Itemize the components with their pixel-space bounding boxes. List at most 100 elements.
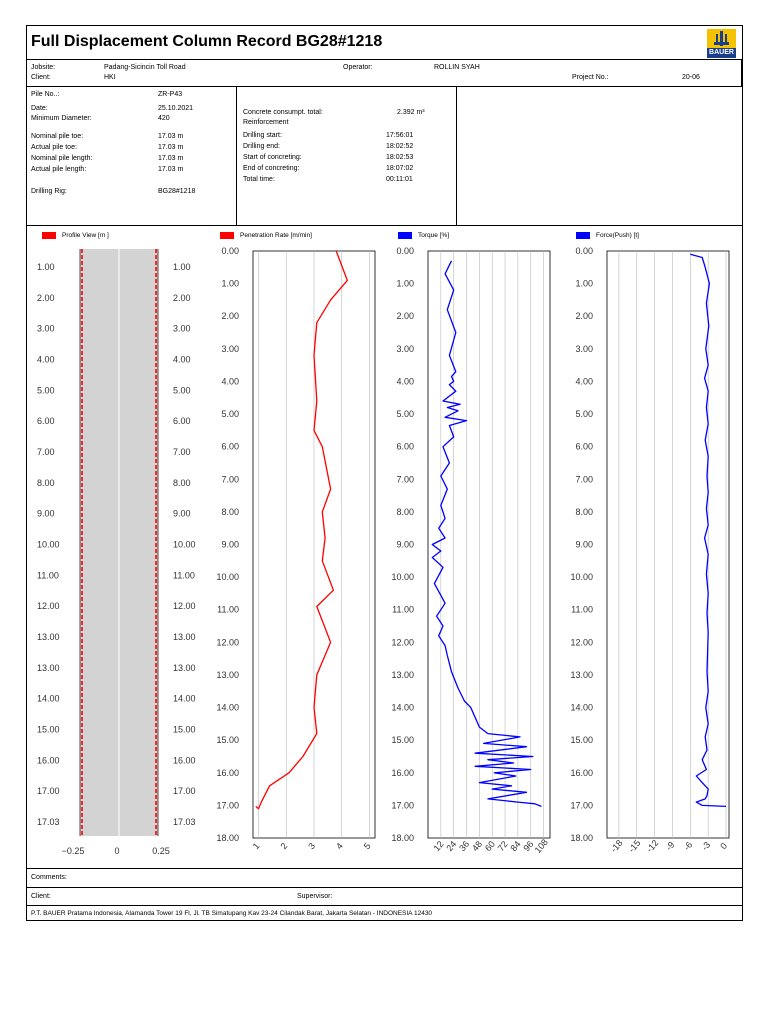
legend-swatch-icon bbox=[220, 232, 234, 239]
divider bbox=[26, 887, 743, 888]
profile-xtick: 0 bbox=[114, 846, 119, 856]
profile-ytick-right: 11.00 bbox=[173, 570, 195, 580]
torque-ytick: 12.00 bbox=[391, 637, 414, 647]
force-ytick: 17.00 bbox=[570, 800, 593, 810]
force-ytick: 3.00 bbox=[575, 344, 593, 354]
divider bbox=[26, 868, 743, 869]
profile-ytick-right: 7.00 bbox=[173, 447, 191, 457]
legend-swatch-icon bbox=[398, 232, 412, 239]
profile-ytick-left: 3.00 bbox=[37, 324, 55, 334]
profile-ytick-right: 17.03 bbox=[173, 817, 196, 827]
divider bbox=[456, 86, 457, 225]
legend-force: Force(Push) [t] bbox=[576, 232, 639, 239]
torque-xtick: 48 bbox=[470, 839, 484, 853]
penetration-xtick: 5 bbox=[362, 841, 373, 851]
force-ytick: 9.00 bbox=[575, 540, 593, 550]
legend-label: Force(Push) [t] bbox=[596, 232, 639, 239]
profile-ytick-left: 12.00 bbox=[37, 601, 60, 611]
torque-ytick: 1.00 bbox=[396, 279, 414, 289]
profile-ytick-left: 17.00 bbox=[37, 786, 60, 796]
profile-xtick: 0.25 bbox=[152, 846, 170, 856]
profile-ytick-left: 7.00 bbox=[37, 447, 55, 457]
concrete-label: Concrete consumpt. total: bbox=[243, 109, 323, 116]
profile-ytick-left: 5.00 bbox=[37, 385, 55, 395]
torque-ytick: 4.00 bbox=[396, 376, 414, 386]
penetration-ytick: 6.00 bbox=[221, 442, 239, 452]
penetration-ytick: 10.00 bbox=[216, 572, 239, 582]
profile-ytick-right: 9.00 bbox=[173, 509, 191, 519]
force-ytick: 12.00 bbox=[570, 637, 593, 647]
force-plot-frame bbox=[606, 250, 730, 839]
torque-ytick: 3.00 bbox=[396, 344, 414, 354]
act-len-value: 17.03 m bbox=[158, 166, 184, 173]
min-dia-label: Minimum Diameter: bbox=[31, 115, 92, 122]
torque-ytick: 6.00 bbox=[396, 442, 414, 452]
profile-ytick-left: 16.00 bbox=[37, 755, 60, 765]
rig-value: BG28#1218 bbox=[158, 188, 196, 195]
force-ytick: 5.00 bbox=[575, 409, 593, 419]
date-label: Date: bbox=[31, 105, 48, 112]
profile-ytick-right: 5.00 bbox=[173, 385, 191, 395]
profile-ytick-right: 2.00 bbox=[173, 293, 191, 303]
force-ytick: 4.00 bbox=[575, 376, 593, 386]
operator-label: Operator: bbox=[343, 64, 373, 71]
profile-ytick-right: 13.00 bbox=[173, 663, 196, 673]
force-ytick: 11.00 bbox=[571, 605, 593, 615]
total-time-label: Total time: bbox=[243, 176, 275, 183]
torque-ytick: 17.00 bbox=[391, 800, 414, 810]
conc-start-value: 18:02:53 bbox=[386, 154, 414, 161]
rig-label: Drilling Rig: bbox=[31, 188, 67, 195]
torque-xtick: 24 bbox=[444, 839, 458, 853]
jobsite-label: Jobsite: bbox=[31, 64, 56, 71]
penetration-ytick: 14.00 bbox=[216, 703, 239, 713]
divider bbox=[236, 86, 237, 225]
penetration-ytick: 0.00 bbox=[221, 246, 239, 256]
force-ytick: 8.00 bbox=[575, 507, 593, 517]
date-value: 25.10.2021 bbox=[158, 105, 194, 112]
penetration-ytick: 3.00 bbox=[221, 344, 239, 354]
torque-ytick: 0.00 bbox=[396, 246, 414, 256]
legend-label: Penetration Rate [m/min] bbox=[240, 232, 312, 239]
legend-profile: Profile View [m ] bbox=[42, 232, 109, 239]
torque-ytick: 16.00 bbox=[391, 768, 414, 778]
legend-label: Torque [%] bbox=[418, 232, 450, 239]
torque-ytick: 14.00 bbox=[391, 703, 414, 713]
torque-plot-frame bbox=[427, 250, 551, 839]
profile-ytick-left: 15.00 bbox=[37, 725, 60, 735]
torque-ytick: 15.00 bbox=[391, 735, 414, 745]
force-xtick: -6 bbox=[682, 840, 695, 853]
divider bbox=[26, 59, 743, 60]
profile-ytick-left: 2.00 bbox=[37, 293, 55, 303]
profile-ytick-right: 17.00 bbox=[173, 786, 196, 796]
page-frame bbox=[26, 25, 743, 921]
project-value: 20-06 bbox=[682, 74, 700, 81]
jobsite-value: Padang-Sicincin Toll Road bbox=[104, 64, 186, 71]
penetration-xtick: 3 bbox=[306, 841, 317, 851]
client-value: HKI bbox=[104, 74, 116, 81]
profile-ytick-left: 9.00 bbox=[37, 509, 55, 519]
legend-label: Profile View [m ] bbox=[62, 232, 109, 239]
penetration-ytick: 15.00 bbox=[216, 735, 239, 745]
profile-ytick-left: 17.03 bbox=[37, 817, 60, 827]
act-toe-value: 17.03 m bbox=[158, 144, 184, 151]
act-len-label: Actual pile length: bbox=[31, 166, 87, 173]
penetration-ytick: 8.00 bbox=[221, 507, 239, 517]
conc-end-value: 18:07:02 bbox=[386, 165, 414, 172]
force-xtick: -9 bbox=[664, 840, 677, 853]
nom-toe-value: 17.03 m bbox=[158, 133, 184, 140]
company-address: P.T. BAUER Pratama Indonesia, Alamanda T… bbox=[31, 910, 433, 917]
profile-ytick-left: 14.00 bbox=[37, 694, 60, 704]
footer-client-label: Client: bbox=[31, 893, 51, 900]
force-ytick: 1.00 bbox=[575, 279, 593, 289]
torque-ytick: 2.00 bbox=[396, 311, 414, 321]
profile-xtick: −0.25 bbox=[62, 846, 85, 856]
force-ytick: 15.00 bbox=[570, 735, 593, 745]
nom-len-label: Nominal pile length: bbox=[31, 155, 93, 162]
drill-start-label: Drilling start: bbox=[243, 132, 282, 139]
torque-ytick: 7.00 bbox=[396, 474, 414, 484]
force-ytick: 14.00 bbox=[570, 703, 593, 713]
project-label: Project No.: bbox=[572, 74, 609, 81]
force-xtick: 0 bbox=[718, 841, 729, 851]
force-ytick: 13.00 bbox=[570, 670, 593, 680]
profile-ytick-right: 8.00 bbox=[173, 478, 191, 488]
